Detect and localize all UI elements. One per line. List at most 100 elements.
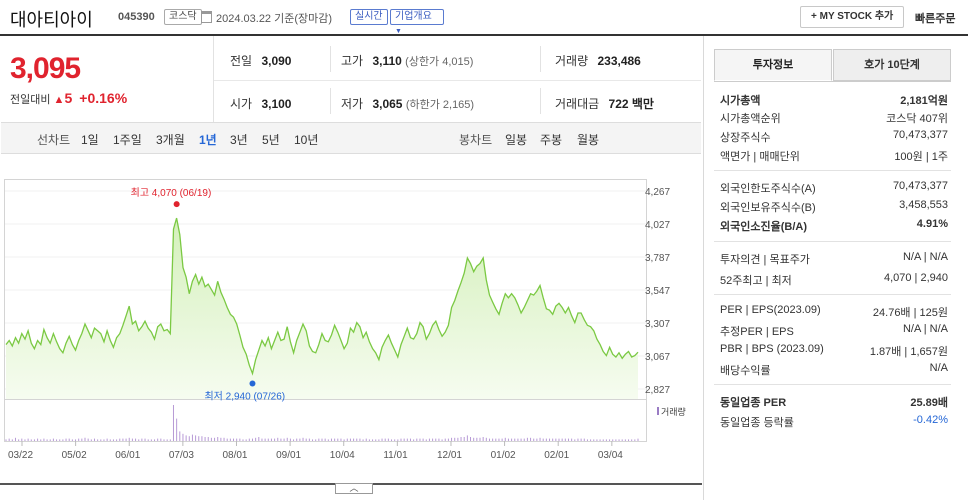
- grid-sep: [330, 88, 331, 114]
- invest-label: 배당수익률: [720, 365, 771, 377]
- invest-label: 외국인보유주식수(B): [720, 202, 816, 214]
- invest-row: 외국인소진율(B/A) 4.91%: [720, 218, 948, 234]
- invest-value: -0.42%: [913, 414, 948, 426]
- low-marker: [249, 380, 256, 387]
- company-info-dropdown[interactable]: 기업개요 ▼: [390, 9, 444, 35]
- quick-order-button[interactable]: 빠른주문: [915, 13, 956, 25]
- invest-label: PER | EPS(2023.09): [720, 304, 821, 316]
- x-tick-label: 08/01: [222, 450, 247, 461]
- x-tick-label: 03/22: [8, 450, 33, 461]
- period-5y[interactable]: 5년: [262, 133, 280, 147]
- y-tick-label: 4,267: [645, 187, 670, 198]
- candle-weekly[interactable]: 주봉: [540, 133, 563, 147]
- volume-legend-swatch: [657, 407, 659, 415]
- candle-daily[interactable]: 일봉: [505, 133, 528, 147]
- change-amount: 5: [64, 90, 73, 106]
- invest-label: 52주최고 | 최저: [720, 275, 792, 287]
- invest-row: 상장주식수 70,473,377: [720, 129, 948, 145]
- change-percent: +0.16%: [79, 90, 128, 106]
- quote-date: 2024.03.22 기준(장마감): [216, 13, 333, 25]
- x-tick-label: 03/04: [598, 450, 623, 461]
- collapse-chevron-icon[interactable]: ︿: [335, 483, 373, 494]
- period-3m[interactable]: 3개월: [156, 133, 185, 147]
- y-tick-label: 3,787: [645, 253, 670, 264]
- candle-monthly[interactable]: 월봉: [577, 133, 600, 147]
- invest-value: 4.91%: [916, 218, 948, 230]
- amount-value: 722: [608, 97, 629, 111]
- high-annotation: 최고 4,070 (06/19): [131, 187, 212, 199]
- plus-icon: +: [811, 11, 817, 22]
- invest-row: 외국인한도주식수(A) 70,473,377: [720, 180, 948, 196]
- grid-sep: [540, 46, 541, 72]
- stock-code: 045390: [118, 11, 155, 23]
- invest-label: 동일업종 PER: [720, 397, 787, 409]
- volume-frame: [4, 399, 647, 442]
- prev-label: 전일: [230, 54, 253, 68]
- invest-label: PBR | BPS (2023.09): [720, 343, 824, 355]
- invest-separator: [714, 384, 951, 385]
- invest-row: 동일업종 PER 25.89배: [720, 394, 948, 410]
- invest-value: 70,473,377: [892, 129, 948, 141]
- company-info-label: 기업개요: [395, 11, 432, 22]
- x-tick-label: 06/01: [115, 450, 140, 461]
- change-row: 전일대비 ▲5 +0.16%: [10, 90, 127, 107]
- volume-label: 거래량: [555, 54, 589, 68]
- open-row: 시가 3,100: [230, 95, 291, 112]
- period-1y[interactable]: 1년: [199, 133, 217, 147]
- invest-row: PBR | BPS (2023.09) 1.87배 | 1,657원: [720, 343, 948, 359]
- x-tick-label: 10/04: [330, 450, 355, 461]
- period-10y[interactable]: 10년: [294, 133, 319, 147]
- invest-separator: [714, 241, 951, 242]
- invest-separator: [714, 294, 951, 295]
- invest-label: 시가총액: [720, 95, 761, 107]
- realtime-button[interactable]: 실시간: [350, 9, 388, 25]
- open-value: 3,100: [261, 97, 292, 111]
- y-tick-label: 3,547: [645, 286, 670, 297]
- invest-value: 24.76배 | 125원: [872, 307, 948, 319]
- invest-value: 3,458,553: [899, 199, 948, 211]
- x-tick-label: 01/02: [491, 450, 516, 461]
- invest-label: 투자의견 | 목표주가: [720, 254, 810, 266]
- invest-separator: [714, 170, 951, 171]
- volume-row: 거래량 233,486: [555, 52, 641, 69]
- amount-row: 거래대금 722 백만: [555, 95, 654, 112]
- candle-chart-label: 봉차트: [459, 133, 493, 147]
- invest-value: 70,473,377: [892, 180, 948, 192]
- change-label: 전일대비: [10, 94, 51, 106]
- my-stock-add-button[interactable]: + MY STOCK 추가: [800, 6, 905, 28]
- invest-label: 추정PER | EPS: [720, 326, 794, 338]
- invest-label: 외국인한도주식수(A): [720, 183, 816, 195]
- invest-value: 25.89배: [910, 397, 948, 409]
- low-value: 3,065: [372, 97, 403, 111]
- panel-divider: [703, 36, 704, 500]
- price-chart: 4,267 4,027 3,787 3,547 3,307 3,067 2,827 최고 4,…: [4, 179, 686, 461]
- invest-row: 외국인보유주식수(B) 3,458,553: [720, 199, 948, 215]
- invest-value: 2,181억원: [900, 95, 948, 107]
- tab-hoga[interactable]: 호가 10단계: [833, 49, 951, 81]
- calendar-icon: [201, 11, 212, 23]
- upper-limit: (상한가 4,015): [405, 56, 474, 68]
- invest-row: 시가총액순위 코스닥 407위: [720, 110, 948, 126]
- y-tick-label: 3,307: [645, 319, 670, 330]
- grid-sep: [540, 88, 541, 114]
- x-tick-label: 09/01: [276, 450, 301, 461]
- high-marker: [173, 201, 180, 208]
- y-tick-label: 4,027: [645, 220, 670, 231]
- x-tick-label: 11/01: [383, 450, 408, 461]
- y-tick-label: 2,827: [645, 385, 670, 396]
- invest-value: 100원 | 1주: [894, 151, 948, 163]
- tab-invest-info[interactable]: 투자정보: [714, 49, 832, 81]
- invest-label: 액면가 | 매매단위: [720, 151, 800, 163]
- period-1d[interactable]: 1일: [81, 133, 99, 147]
- line-chart-label: 선차트: [37, 133, 71, 147]
- invest-label: 상장주식수: [720, 132, 771, 144]
- invest-value: N/A | N/A: [902, 251, 948, 263]
- grid-sep: [330, 46, 331, 72]
- x-tick-label: 02/01: [544, 450, 569, 461]
- period-3y[interactable]: 3년: [230, 133, 248, 147]
- x-tick-label: 05/02: [62, 450, 87, 461]
- prev-row: 전일 3,090: [230, 52, 291, 69]
- invest-row: 추정PER | EPS N/A | N/A: [720, 323, 948, 339]
- header-divider: [0, 34, 968, 36]
- period-1w[interactable]: 1주일: [113, 133, 142, 147]
